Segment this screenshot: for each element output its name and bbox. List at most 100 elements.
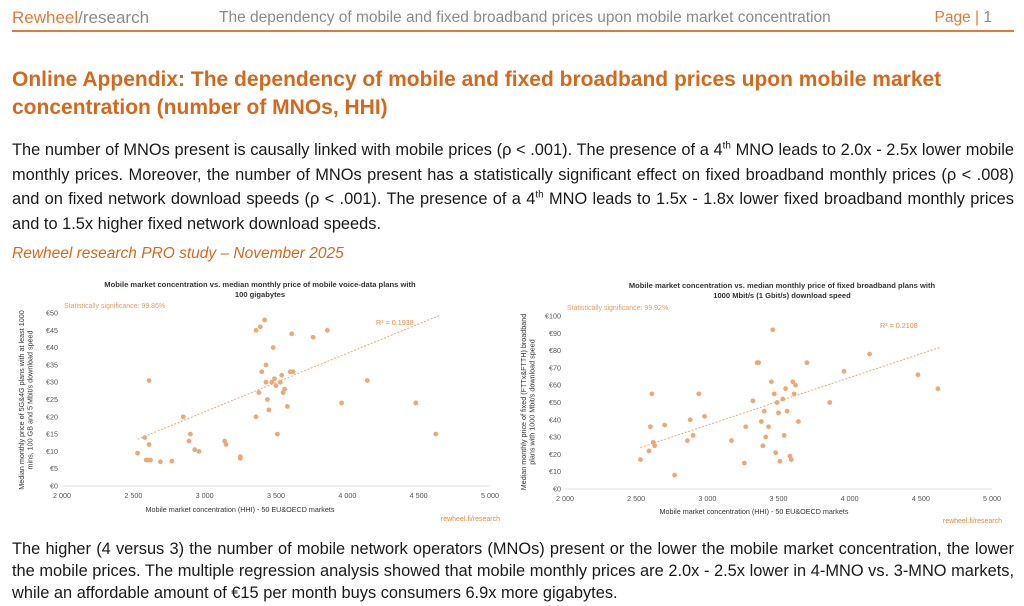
- y-axis-label-line: Median monthly price of fixed (FTTx&FTTH…: [519, 314, 528, 491]
- data-point: [279, 372, 285, 378]
- data-point: [770, 327, 776, 333]
- data-point: [783, 386, 789, 392]
- data-point: [146, 378, 152, 383]
- data-point: [743, 424, 749, 430]
- data-point: [796, 419, 801, 424]
- y-axis-label-line: Median monthly price of 5G&4G plans with…: [17, 310, 26, 489]
- data-point: [285, 404, 290, 409]
- x-tick-label: 5 000: [481, 491, 499, 500]
- data-point: [761, 408, 767, 414]
- data-point: [777, 458, 783, 464]
- data-point: [768, 379, 774, 385]
- x-tick-label: 4 000: [338, 491, 356, 500]
- source-label: rewheel.fi/research: [943, 518, 1002, 525]
- data-point: [289, 331, 295, 337]
- y-tick-label: €100: [545, 312, 561, 321]
- data-point: [253, 327, 259, 333]
- x-tick-label: 3 000: [698, 494, 716, 503]
- chart-title: 1000 Mbit/s (1 Gbit/s) download speed: [713, 291, 851, 300]
- y-tick-label: €30: [46, 378, 58, 387]
- data-point: [257, 324, 263, 330]
- data-point: [672, 472, 677, 478]
- data-point: [771, 391, 777, 397]
- data-point: [763, 434, 769, 440]
- r-squared-label: R² = 0.1938: [376, 318, 414, 327]
- y-tick-label: €45: [46, 326, 58, 335]
- chart-svg: Mobile market concentration vs. median m…: [519, 281, 1002, 525]
- broadband-price-chart: Mobile market concentration vs. median m…: [516, 270, 1012, 526]
- y-tick-label: €25: [46, 395, 58, 404]
- data-point: [272, 376, 277, 382]
- x-tick-label: 2 000: [53, 491, 71, 500]
- data-point: [690, 432, 696, 438]
- brand-suffix: /research: [78, 8, 150, 27]
- data-point: [364, 378, 370, 383]
- data-point: [180, 414, 186, 420]
- y-tick-label: €90: [549, 329, 561, 338]
- y-tick-label: €70: [549, 363, 561, 372]
- data-point: [196, 449, 202, 454]
- data-point: [741, 460, 747, 466]
- x-tick-label: 2 500: [627, 494, 645, 503]
- data-point: [790, 379, 796, 385]
- data-point: [759, 419, 764, 424]
- chart-title: Mobile market concentration vs. median m…: [104, 280, 416, 289]
- intro-superscript-1: th: [722, 140, 731, 152]
- y-tick-label: €10: [549, 467, 561, 476]
- y-tick-label: €5: [50, 464, 58, 473]
- data-point: [262, 317, 267, 323]
- data-point: [760, 443, 766, 449]
- significance-label: Statistically significance: 99.86%: [64, 303, 165, 310]
- data-point: [652, 443, 658, 449]
- data-point: [237, 455, 243, 461]
- data-point: [270, 345, 276, 350]
- data-point: [413, 400, 419, 406]
- trendline: [640, 346, 941, 448]
- data-point: [433, 431, 439, 437]
- y-tick-label: €50: [549, 398, 561, 407]
- data-point: [265, 397, 270, 402]
- data-point: [256, 390, 262, 395]
- data-point: [791, 391, 797, 397]
- data-point: [638, 457, 643, 462]
- data-point: [324, 327, 330, 333]
- x-axis-label: Mobile market concentration (HHI) - 50 E…: [660, 507, 849, 516]
- data-point: [788, 457, 794, 462]
- x-axis-label: Mobile market concentration (HHI) - 50 E…: [146, 505, 335, 514]
- x-tick-label: 3 000: [196, 491, 214, 500]
- document-title: Online Appendix: The dependency of mobil…: [12, 68, 942, 119]
- data-point: [259, 369, 265, 375]
- data-point: [275, 431, 280, 437]
- data-point: [702, 413, 707, 419]
- page-indicator: Page | 1: [935, 9, 992, 27]
- intro-text-2: MNO leads to 2.0x - 2.5x lower mobile mo…: [12, 141, 1014, 208]
- data-point: [273, 383, 279, 389]
- y-axis-label: Median monthly price of 5G&4G plans with…: [17, 310, 35, 489]
- data-point: [756, 360, 761, 366]
- data-point: [935, 386, 941, 392]
- data-point: [648, 424, 653, 430]
- data-point: [646, 448, 652, 454]
- data-point: [266, 407, 272, 413]
- y-axis-label-line: plans with 1000 Mbit/s download speed: [528, 339, 537, 464]
- data-point: [188, 431, 193, 437]
- y-tick-label: €40: [46, 343, 58, 352]
- page-label: Page |: [934, 9, 984, 26]
- intro-paragraph: The number of MNOs present is causally l…: [12, 138, 1014, 236]
- data-point: [158, 459, 163, 465]
- data-point: [750, 398, 756, 404]
- y-tick-label: €0: [50, 482, 58, 491]
- x-tick-label: 4 000: [841, 494, 859, 503]
- data-point: [263, 362, 269, 368]
- y-tick-label: €15: [46, 430, 58, 439]
- data-point: [915, 372, 921, 378]
- page-header: Rewheel/research The dependency of mobil…: [12, 6, 1014, 32]
- chart-title: Mobile market concentration vs. median m…: [629, 281, 936, 290]
- data-point: [169, 458, 175, 464]
- mobile-price-chart: Mobile market concentration vs. median m…: [14, 270, 506, 526]
- header-title: The dependency of mobile and fixed broad…: [219, 9, 831, 26]
- data-point: [827, 400, 833, 405]
- data-point: [310, 334, 316, 340]
- y-axis-label-line: mins, 100 GB and 5 Mbit/s download speed: [26, 330, 35, 469]
- data-point: [269, 379, 275, 385]
